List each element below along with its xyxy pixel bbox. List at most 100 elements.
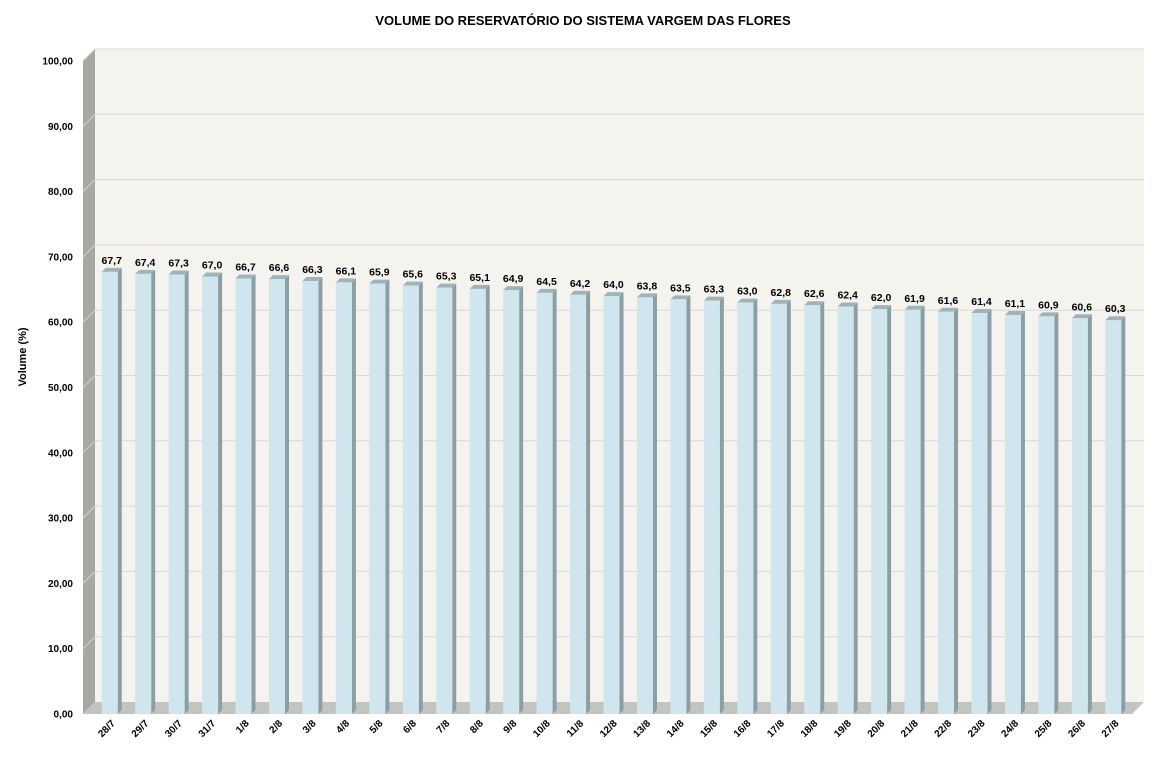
bar-side (987, 309, 992, 714)
bar-front (570, 294, 587, 714)
bar-side (1054, 312, 1059, 714)
x-tick-label: 27/8 (1100, 718, 1122, 740)
x-tick-label: 29/7 (130, 718, 152, 740)
x-tick-label: 12/8 (598, 718, 620, 740)
data-label: 67,0 (202, 259, 223, 271)
bar-side (318, 277, 323, 714)
gridline-wall (82, 636, 96, 650)
data-label: 66,7 (235, 261, 256, 273)
x-tick-label: 28/7 (96, 718, 118, 740)
x-tick-label: 16/8 (732, 718, 754, 740)
gridline-wall (82, 440, 96, 454)
data-label: 67,7 (102, 255, 123, 267)
x-tick-label: 18/8 (799, 718, 821, 740)
bar (971, 309, 992, 714)
x-tick-label: 26/8 (1066, 718, 1088, 740)
data-label: 67,4 (135, 257, 156, 269)
x-tick-label: 5/8 (368, 718, 386, 736)
data-label: 62,6 (804, 288, 825, 300)
bar (135, 269, 156, 714)
bar-side (552, 288, 557, 714)
bar-front (436, 287, 453, 714)
x-tick-label: 13/8 (632, 718, 654, 740)
bar-side (151, 269, 156, 714)
bar (436, 283, 457, 714)
bar-top (536, 288, 557, 293)
x-tick-label: 24/8 (999, 718, 1021, 740)
bar-front (837, 306, 854, 714)
x-tick-label: 31/7 (197, 718, 219, 740)
y-tick-label: 10,00 (48, 644, 73, 655)
bar-side (385, 279, 390, 714)
bar-top (1105, 316, 1126, 321)
bar-top (135, 269, 156, 274)
x-tick-label: 3/8 (301, 718, 319, 736)
bar-side (519, 286, 524, 714)
bar-front (871, 309, 888, 714)
data-label: 64,2 (570, 278, 591, 290)
chart-title: VOLUME DO RESERVATÓRIO DO SISTEMA VARGEM… (375, 13, 791, 28)
data-label: 63,5 (670, 282, 691, 294)
bar (1105, 316, 1126, 714)
data-label: 65,9 (369, 267, 390, 279)
bar-side (1020, 311, 1025, 714)
bar-top (335, 278, 356, 283)
bar (335, 278, 356, 714)
gridline-wall (82, 113, 96, 127)
data-label: 61,4 (971, 296, 992, 308)
bar (737, 298, 758, 714)
bar (168, 270, 189, 714)
x-tick-label: 23/8 (966, 718, 988, 740)
bar-front (670, 299, 687, 714)
bars (101, 267, 1126, 714)
bar-front (636, 297, 653, 714)
data-labels: 67,7 67,4 67,3 67,0 66,7 66,6 66,3 66,1 65,9 65,6… (102, 255, 1126, 315)
bar-top (804, 301, 825, 306)
data-label: 66,6 (269, 262, 290, 274)
bar-side (284, 275, 289, 714)
bar (636, 293, 657, 714)
bar-front (469, 288, 486, 714)
bar-front (101, 271, 118, 714)
bar-side (485, 284, 490, 714)
data-label: 60,6 (1072, 301, 1093, 313)
y-tick-label: 100,00 (42, 57, 73, 68)
bar-top (268, 275, 289, 280)
bar (101, 267, 122, 714)
bar-front (770, 303, 787, 714)
bar-top (503, 286, 524, 291)
y-tick-label: 40,00 (48, 448, 73, 459)
bar (402, 281, 423, 714)
bar-front (737, 302, 754, 714)
bar-front (369, 283, 386, 714)
bar (804, 301, 825, 714)
data-label: 66,1 (336, 265, 357, 277)
bar-side (418, 281, 423, 714)
bar-top (971, 309, 992, 314)
x-tick-label: 4/8 (334, 718, 352, 736)
bar-front (1105, 320, 1122, 714)
bar-top (670, 295, 691, 300)
bar-side (351, 278, 356, 714)
bar-top (101, 267, 122, 272)
bar (268, 275, 289, 714)
x-tick-label: 8/8 (468, 718, 486, 736)
bar (536, 288, 557, 714)
data-label: 65,6 (403, 269, 424, 281)
x-tick-label: 1/8 (234, 718, 252, 736)
bar-top (871, 305, 892, 310)
bar-front (904, 309, 921, 714)
bar-top (168, 270, 189, 275)
data-label: 64,9 (503, 273, 524, 285)
x-axis-ticks: 28/7 29/7 30/7 31/7 1/8 2/8 3/8 4/8 5/8 6/8 7/8 8/8… (96, 718, 1121, 740)
data-label: 67,3 (168, 258, 189, 270)
bar-front (971, 313, 988, 714)
data-label: 61,9 (904, 293, 925, 305)
bar-top (603, 292, 624, 297)
gridline-wall (82, 244, 96, 258)
x-tick-label: 7/8 (435, 718, 453, 736)
data-label: 62,8 (771, 287, 792, 299)
bar-side (117, 267, 122, 714)
y-axis-ticks: 0,00 10,00 20,00 30,00 40,00 50,00 60,00 70,00 8… (42, 57, 73, 721)
